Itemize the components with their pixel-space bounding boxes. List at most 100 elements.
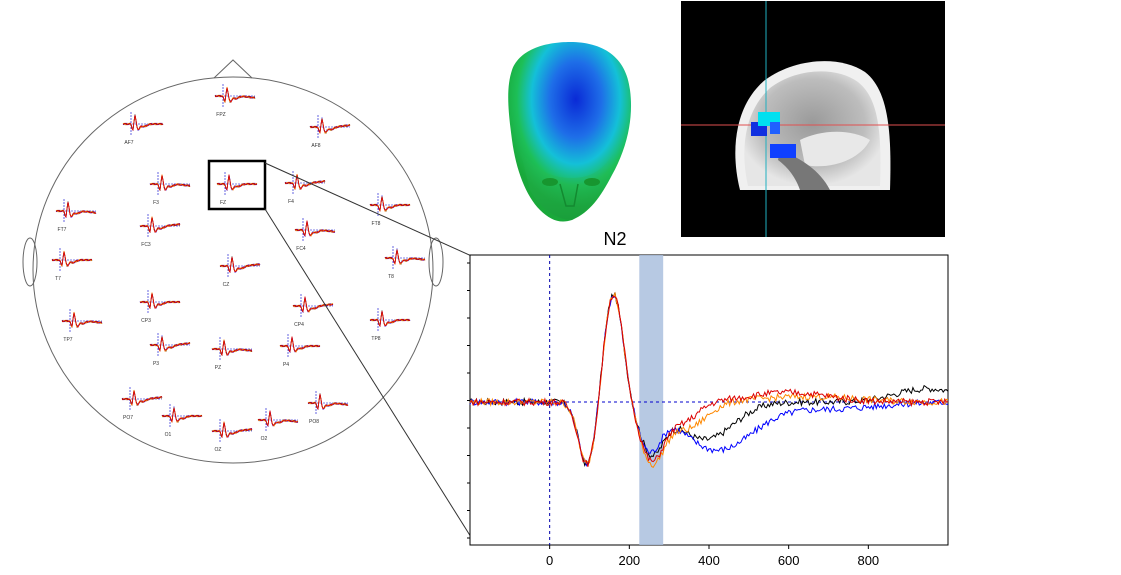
electrode-label: F3 [153,200,159,206]
mini-trace [211,422,253,438]
mini-trace [61,311,103,329]
mini-trace [149,174,191,192]
electrode-label: OZ [215,447,222,453]
electrode-label: FT8 [372,221,381,227]
electrode-ft8[interactable]: FT8 [369,193,411,227]
mini-trace [139,292,181,309]
electrode-fc3[interactable]: FC3 [139,214,181,248]
mini-trace [149,175,191,191]
electrode-oz[interactable]: OZ [211,419,253,453]
mini-trace [279,337,321,353]
electrode-af7[interactable]: AF7 [122,112,164,146]
electrode-label: AF7 [124,140,133,146]
mini-trace [139,293,181,309]
electrode-label: TP7 [63,337,72,343]
mini-trace [139,292,181,310]
electrode-o2[interactable]: O2 [257,408,299,442]
electrode-label: CP4 [294,322,304,328]
mri-activation-3 [770,122,780,134]
electrode-label: FZ [220,200,226,206]
electrode-t7[interactable]: T7 [51,248,93,282]
mini-trace [294,221,336,237]
head-outline [32,76,434,464]
electrode-cp3[interactable]: CP3 [139,290,181,324]
erp-series-line [469,295,949,467]
mini-trace [279,338,321,353]
mini-trace [122,114,164,132]
electrode-t8[interactable]: T8 [384,246,426,280]
electrode-pz[interactable]: PZ [211,337,253,371]
electrode-label: FC3 [141,242,151,248]
electrode-fpz[interactable]: FPZ [214,84,256,118]
mini-trace [294,222,336,237]
mini-trace [309,119,351,134]
mini-trace [292,296,334,313]
mini-trace [216,174,258,191]
mini-trace [161,408,203,423]
electrode-label: FC4 [296,246,306,252]
electrode-label: T7 [55,276,61,282]
electrode-f3[interactable]: F3 [149,172,191,206]
mini-trace [284,174,326,190]
electrode-label: PZ [215,365,221,371]
electrode-label: PO7 [123,415,133,421]
electrode-label: FPZ [216,112,225,118]
mri-cerebellum [800,131,870,167]
mini-trace [211,339,253,356]
electrode-cz[interactable]: CZ [219,254,261,288]
n2-highlight-window [639,255,664,545]
electrode-p3[interactable]: P3 [149,333,191,367]
mini-trace [292,297,334,313]
electrode-fz[interactable]: FZ [216,172,258,206]
electrode-label: TP8 [371,336,380,342]
electrode-fc4[interactable]: FC4 [294,218,336,252]
mini-trace [216,174,258,192]
mini-trace [55,201,97,219]
electrode-po7[interactable]: PO7 [121,387,163,421]
mini-trace [149,174,191,191]
erp-series-line [469,292,949,467]
electrode-label: PO8 [309,419,319,425]
electrode-af8[interactable]: AF8 [309,115,351,149]
component-label: N2 [603,229,626,249]
mini-trace [211,421,253,438]
electrode-cp4[interactable]: CP4 [292,294,334,328]
electrode-label: O1 [165,432,172,438]
x-tick-label: 200 [618,553,640,568]
mini-trace [139,216,181,233]
mini-trace [294,220,336,238]
electrode-f4[interactable]: F4 [284,171,326,205]
zoom-line-bottom [264,208,477,546]
erp-zoom-panel: 0 200 400 600 800 N2 [467,229,949,568]
electrode-p4[interactable]: P4 [279,334,321,368]
mini-trace [384,250,426,265]
mini-trace [216,175,258,191]
mini-trace [294,220,336,237]
scalp-map: FPZ AF7 AF8 F3 FZ F4 FT7 FT8 FC3 FC4 T7 CZ T8 CP3 CP4 T… [22,59,477,546]
electrode-tp7[interactable]: TP7 [61,309,103,343]
electrode-layer: FPZ AF7 AF8 F3 FZ F4 FT7 FT8 FC3 FC4 T7 CZ T8 CP3 CP4 T… [51,84,426,453]
mri-activation-4 [770,144,796,158]
mini-trace [139,217,181,233]
x-tick-label: 800 [857,553,879,568]
topo-left-eye [542,178,558,186]
electrode-tp8[interactable]: TP8 [369,308,411,342]
electrode-label: CP3 [141,318,151,324]
mini-trace [51,250,93,268]
topo-face [520,150,614,220]
x-tick-label: 0 [546,553,553,568]
erp-axes: 0 200 400 600 800 [467,262,879,568]
mini-trace [219,256,261,274]
erp-series [469,291,949,468]
mini-trace [211,340,253,356]
electrode-label: F4 [288,199,294,205]
selected-electrode-box[interactable] [207,159,267,211]
mini-trace [216,176,258,191]
electrode-po8[interactable]: PO8 [307,391,349,425]
electrode-ft7[interactable]: FT7 [55,199,97,233]
mini-trace [61,312,103,328]
mri-sagittal-panel [681,1,945,237]
electrode-label: T8 [388,274,394,280]
electrode-o1[interactable]: O1 [161,404,203,438]
mini-trace [257,412,299,427]
